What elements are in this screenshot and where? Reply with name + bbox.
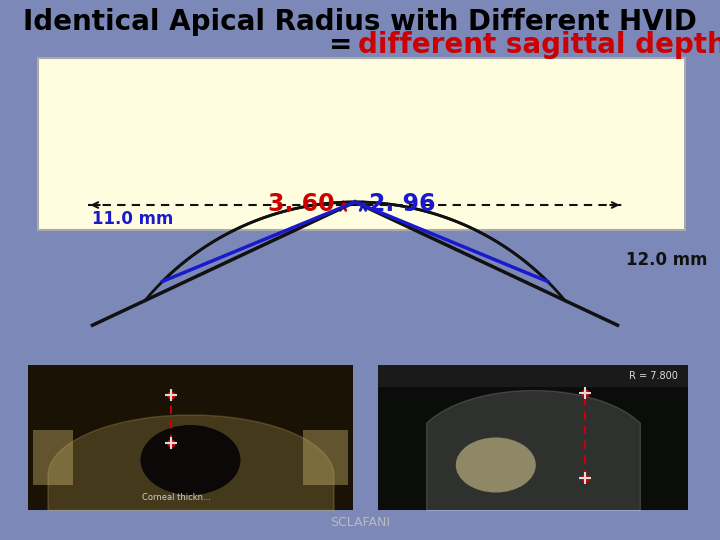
Text: 2. 96: 2. 96 [369, 192, 436, 215]
Text: Corneal thickn...: Corneal thickn... [142, 493, 211, 502]
Text: 12.0 mm: 12.0 mm [626, 251, 707, 269]
Text: SCLAFANI: SCLAFANI [330, 516, 390, 529]
Bar [378, 365, 688, 510]
Text: different sagittal depth: different sagittal depth [358, 31, 720, 59]
Bar [303, 430, 348, 485]
Text: 11.0 mm: 11.0 mm [92, 210, 174, 228]
Bar [28, 365, 353, 510]
Bar [38, 58, 685, 230]
Bar [33, 430, 73, 485]
Ellipse shape [140, 425, 240, 495]
Ellipse shape [456, 437, 536, 492]
Text: Identical Apical Radius with Different HVID: Identical Apical Radius with Different H… [23, 8, 697, 36]
Text: =: = [328, 31, 352, 59]
Bar [378, 365, 688, 387]
Text: R = 7.800: R = 7.800 [629, 371, 678, 381]
Text: 3. 60: 3. 60 [269, 192, 335, 215]
Polygon shape [145, 202, 565, 301]
